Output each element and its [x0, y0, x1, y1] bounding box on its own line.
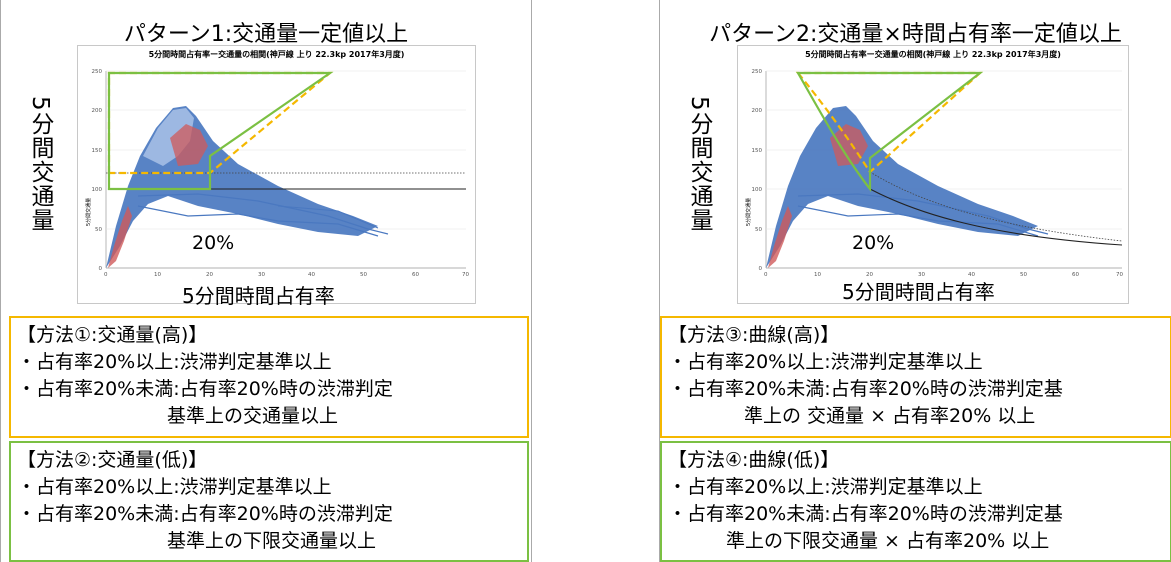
svg-text:10: 10: [154, 272, 161, 278]
right-method4-region: [796, 71, 984, 193]
left-chart-title: 5分間時間占有率ー交通量の相関(神戸線 上り 22.3kp 2017年3月度): [148, 50, 405, 59]
method3-line1: ・占有率20%以上:渋滞判定基準以上: [668, 351, 983, 373]
svg-text:0: 0: [104, 272, 108, 278]
svg-text:150: 150: [752, 148, 763, 154]
svg-text:30: 30: [258, 272, 265, 278]
svg-text:70: 70: [1116, 272, 1123, 278]
method2-box: 【方法②:交通量(低)】 ・占有率20%以上:渋滞判定基準以上 ・占有率20%未…: [9, 441, 529, 562]
left-x-ticks: 0 10 20 30 40 50 60 70: [104, 272, 469, 278]
svg-text:250: 250: [92, 69, 103, 75]
left-chart: 5分間時間占有率ー交通量の相関(神戸線 上り 22.3kp 2017年3月度) …: [77, 45, 476, 308]
method2-line2: ・占有率20%未満:占有率20%時の渋滞判定: [17, 503, 393, 525]
right-pct-label: 20%: [852, 232, 895, 254]
method4-line1: ・占有率20%以上:渋滞判定基準以上: [668, 476, 983, 498]
right-chart-svg: 5分間交通量 0 10 20 30: [745, 69, 1123, 278]
right-x-ticks: 0 10 20 30 40 50 60 70: [764, 272, 1123, 278]
left-y-ticks: 0 50 100 150 200 250: [92, 69, 103, 272]
svg-text:150: 150: [92, 148, 103, 154]
svg-text:50: 50: [360, 272, 367, 278]
left-scatter-red: [170, 124, 208, 166]
svg-text:50: 50: [1020, 272, 1027, 278]
left-panel: パターン1:交通量一定値以上 5分間交通量 5分間時間占有率ー交通量の相関(神戸…: [0, 0, 532, 562]
right-chart-title: 5分間時間占有率ー交通量の相関(神戸線 上り 22.3kp 2017年3月度): [805, 50, 1061, 59]
svg-text:10: 10: [814, 272, 821, 278]
method2-title: 【方法②:交通量(低)】: [17, 449, 208, 471]
method4-title: 【方法④:曲線(低)】: [668, 449, 840, 471]
method3-line3: 準上の 交通量 × 占有率20% 以上: [744, 405, 1036, 427]
svg-text:0: 0: [99, 266, 103, 272]
svg-text:50: 50: [755, 227, 762, 233]
svg-text:50: 50: [95, 227, 102, 233]
method2-line3: 基準上の下限交通量以上: [167, 530, 377, 552]
method4-line3: 準上の下限交通量 × 占有率20% 以上: [726, 530, 1050, 552]
method3-box: 【方法③:曲線(高)】 ・占有率20%以上:渋滞判定基準以上 ・占有率20%未満…: [660, 316, 1171, 438]
method4-line2: ・占有率20%未満:占有率20%時の渋滞判定基: [668, 503, 1063, 525]
left-x-axis-label: 5分間時間占有率: [182, 284, 335, 308]
right-panel: パターン2:交通量×時間占有率一定値以上 5分間交通量 5分間時間占有率ー交通量…: [659, 0, 1171, 562]
method1-title: 【方法①:交通量(高)】: [17, 324, 208, 346]
method1-line1: ・占有率20%以上:渋滞判定基準以上: [17, 351, 332, 373]
right-y-ticks: 0 50 100 150 200 250: [752, 69, 763, 272]
svg-text:100: 100: [752, 187, 763, 193]
method1-line2: ・占有率20%未満:占有率20%時の渋滞判定: [17, 378, 393, 400]
left-pattern-title: パターン1:交通量一定値以上: [123, 22, 409, 47]
right-x-axis-label: 5分間時間占有率: [842, 280, 995, 304]
left-scatter-cloud: [106, 106, 378, 268]
right-scatter-cloud: [766, 106, 1038, 268]
svg-text:250: 250: [752, 69, 763, 75]
right-inner-ylabel: 5分間交通量: [745, 198, 752, 226]
svg-text:20: 20: [866, 272, 873, 278]
method3-line2: ・占有率20%未満:占有率20%時の渋滞判定基: [668, 378, 1063, 400]
svg-text:20: 20: [206, 272, 213, 278]
right-y-axis-label: 5分間交通量: [686, 96, 712, 232]
left-y-axis-label: 5分間交通量: [27, 96, 53, 232]
svg-text:60: 60: [1072, 272, 1079, 278]
svg-text:0: 0: [759, 266, 763, 272]
svg-text:60: 60: [412, 272, 419, 278]
method2-line1: ・占有率20%以上:渋滞判定基準以上: [17, 476, 332, 498]
svg-text:40: 40: [968, 272, 975, 278]
left-inner-ylabel: 5分間交通量: [85, 198, 92, 226]
right-pattern-title: パターン2:交通量×時間占有率一定値以上: [709, 22, 1122, 47]
svg-text:200: 200: [92, 108, 103, 114]
svg-text:70: 70: [462, 272, 469, 278]
right-scatter-red-low: [768, 206, 792, 268]
svg-text:100: 100: [92, 187, 103, 193]
method1-box: 【方法①:交通量(高)】 ・占有率20%以上:渋滞判定基準以上 ・占有率20%未…: [9, 316, 529, 438]
svg-text:40: 40: [308, 272, 315, 278]
left-method2-region: [107, 71, 334, 191]
right-chart: 5分間時間占有率ー交通量の相関(神戸線 上り 22.3kp 2017年3月度) …: [737, 45, 1129, 304]
svg-text:200: 200: [752, 108, 763, 114]
method4-box: 【方法④:曲線(低)】 ・占有率20%以上:渋滞判定基準以上 ・占有率20%未満…: [660, 441, 1171, 562]
left-scatter-red-low: [108, 206, 132, 268]
svg-text:0: 0: [764, 272, 768, 278]
left-pct-label: 20%: [192, 232, 235, 254]
left-chart-svg: 5分間交通量: [85, 69, 469, 278]
svg-text:30: 30: [918, 272, 925, 278]
method3-title: 【方法③:曲線(高)】: [668, 324, 840, 346]
method1-line3: 基準上の交通量以上: [167, 405, 339, 427]
